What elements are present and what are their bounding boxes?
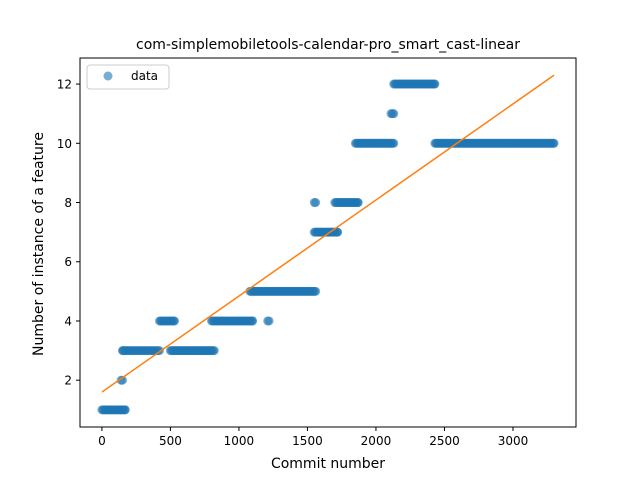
data-point xyxy=(264,316,274,326)
data-point xyxy=(333,227,343,237)
data-point xyxy=(389,138,399,148)
linear-fit-line xyxy=(101,74,555,393)
legend: data xyxy=(86,64,170,90)
x-tick-label: 1000 xyxy=(224,434,255,448)
x-tick-label: 1500 xyxy=(292,434,323,448)
data-point xyxy=(430,79,440,89)
data-point xyxy=(353,198,363,208)
data-point xyxy=(311,198,321,208)
x-tick-label: 3000 xyxy=(498,434,529,448)
y-tick-label: 12 xyxy=(57,78,72,92)
y-tick-label: 8 xyxy=(64,196,72,210)
y-tick-label: 6 xyxy=(64,255,72,269)
data-point xyxy=(549,138,559,148)
y-tick-label: 4 xyxy=(64,314,72,328)
data-point xyxy=(311,286,321,296)
data-point xyxy=(120,405,130,415)
x-tick-label: 0 xyxy=(98,434,106,448)
plot-frame xyxy=(79,57,577,428)
data-point xyxy=(117,375,127,385)
x-tick-label: 2000 xyxy=(361,434,392,448)
x-tick-label: 2500 xyxy=(429,434,460,448)
y-axis-label: Number of instance of a feature xyxy=(31,132,47,356)
x-axis-label: Commit number xyxy=(271,456,385,472)
legend-label-data: data xyxy=(131,69,158,83)
plot-content xyxy=(97,74,559,415)
x-tick-label: 500 xyxy=(159,434,182,448)
data-point xyxy=(209,346,219,356)
data-point xyxy=(389,109,399,119)
data-point xyxy=(170,316,180,326)
y-tick-label: 10 xyxy=(57,137,72,151)
axes-ticks: 0 500 1000 1500 2000 2500 3000 2 4 6 8 10 12 xyxy=(57,78,529,448)
legend-box xyxy=(86,64,170,90)
y-tick-label: 2 xyxy=(64,374,72,388)
scatter-series-data xyxy=(97,79,559,415)
chart-title: com-simplemobiletools-calendar-pro_smart… xyxy=(136,37,520,53)
data-point xyxy=(248,316,258,326)
legend-marker-data xyxy=(103,71,113,81)
